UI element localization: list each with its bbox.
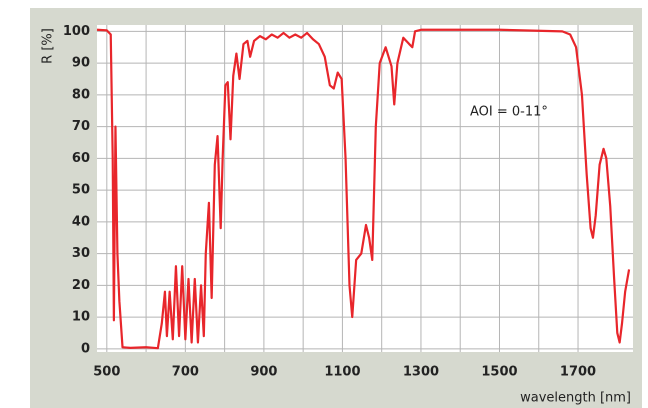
y-tick-label: 40 <box>72 214 90 229</box>
y-tick-label: 100 <box>63 24 90 39</box>
y-axis-label: R [%] <box>41 28 56 64</box>
x-tick-label: 1500 <box>481 365 517 380</box>
y-tick-label: 10 <box>72 310 90 325</box>
y-tick-label: 50 <box>72 183 90 198</box>
y-tick-label: 80 <box>72 87 90 102</box>
x-axis-label: wavelength [nm] <box>520 391 631 406</box>
y-tick-label: 70 <box>72 119 90 134</box>
x-tick-label: 900 <box>250 365 277 380</box>
y-tick-label: 20 <box>72 278 90 293</box>
x-tick-label: 500 <box>93 365 120 380</box>
y-tick-label: 90 <box>72 56 90 71</box>
plot-area <box>97 25 633 352</box>
x-tick-label: 1100 <box>324 365 360 380</box>
x-tick-label: 1300 <box>403 365 439 380</box>
reflectance-line <box>96 28 631 350</box>
x-tick-label: 1700 <box>560 365 596 380</box>
y-tick-label: 0 <box>81 341 90 356</box>
annotation: AOI = 0-11° <box>470 105 548 120</box>
y-tick-label: 60 <box>72 151 90 166</box>
y-tick-label: 30 <box>72 246 90 261</box>
x-tick-label: 700 <box>172 365 199 380</box>
